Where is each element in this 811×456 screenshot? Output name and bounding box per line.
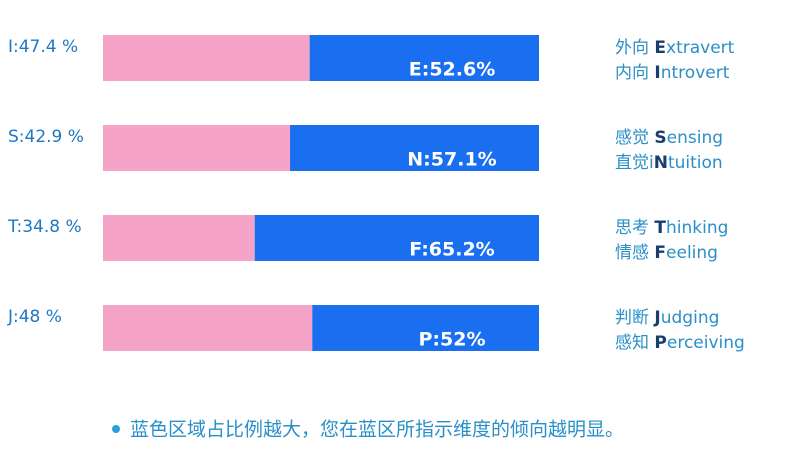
bar-segment [309,35,539,81]
dimension-label: 直觉iNtuition [615,153,723,173]
dimension-label-part: tuition [668,153,723,173]
value-label-right: N:57.1% [407,149,496,171]
note-bullet [112,425,120,433]
dimension-label-part: ensing [667,128,723,148]
bar-segment [103,125,291,171]
bar-segment [290,125,539,171]
dimension-label-part: N [654,153,668,173]
bar-segment [254,215,539,261]
dimension-label-part: ntrovert [661,63,730,83]
dimension-label: 判断 Judging [615,308,719,328]
value-label-right: E:52.6% [409,59,496,81]
note: 蓝色区域占比例越大，您在蓝区所指示维度的倾向越明显。 [130,419,624,441]
dimension-label-part: J [653,308,660,328]
dimension-label: 情感 Feeling [615,243,718,263]
dimension-label-part: I [654,63,660,83]
dimension-label-part: 思考 [615,218,654,238]
dimension-label: 内向 Introvert [615,63,730,83]
dimension-label-part: F [654,243,666,263]
dimension-label: 感知 Perceiving [615,333,745,353]
value-label-left: I:47.4 % [8,37,78,57]
dimension-label-part: xtravert [666,38,735,58]
value-label-left: J:48 % [7,307,62,327]
bar-segment [103,215,255,261]
value-label-left: T:34.8 % [7,217,82,237]
bar-segment [103,35,310,81]
value-label-right: P:52% [418,329,485,351]
dimension-label-part: P [654,333,666,353]
dimension-label-part: 内向 [615,63,654,83]
dimension-label: 外向 Extravert [615,38,735,58]
dimension-label-part: eeling [666,243,718,263]
value-label-left: S:42.9 % [8,127,84,147]
dimension-label-part: 情感 [615,243,654,263]
dimension-label-part: 感觉 [615,128,654,148]
dimension-label: 思考 Thinking [615,218,728,238]
dimension-label-part: 感知 [615,333,654,353]
dimension-label-part: T [654,218,666,238]
dimension-label-part: E [654,38,666,58]
bar-segment [103,305,313,351]
dimension-label-part: hinking [666,218,728,238]
dimension-label-part: 判断 [615,308,654,328]
dimension-label-part: 外向 [615,38,654,58]
value-label-right: F:65.2% [409,239,494,261]
dimension-label-part: 直觉i [615,153,654,173]
dimension-label-part: udging [661,308,720,328]
dimension-label: 感觉 Sensing [615,128,723,148]
dimension-label-part: S [654,128,666,148]
bar-segment [312,305,539,351]
dimension-label-part: erceiving [667,333,745,353]
